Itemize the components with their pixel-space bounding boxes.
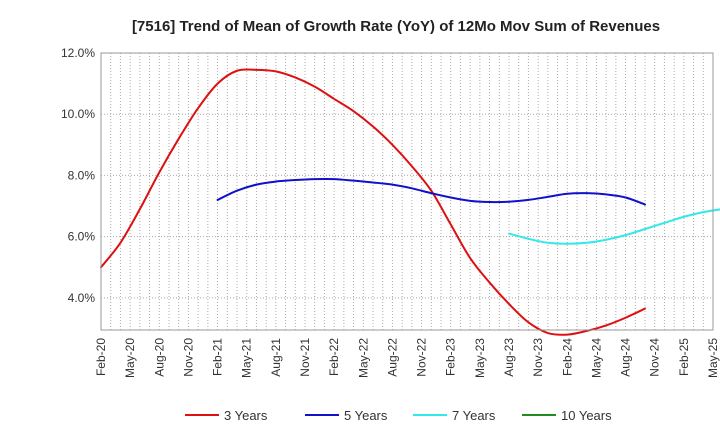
x-tick-label: Aug-23	[502, 338, 516, 377]
series-line-7-years	[508, 208, 720, 245]
x-tick-label: May-23	[473, 338, 487, 378]
x-tick-label: May-20	[123, 338, 137, 378]
x-tick-label: May-24	[589, 338, 603, 378]
y-tick-label: 10.0%	[61, 107, 95, 121]
x-tick-label: Nov-20	[181, 338, 195, 377]
legend-label: 3 Years	[224, 408, 268, 423]
x-tick-label: Feb-25	[677, 338, 691, 376]
grid	[100, 52, 714, 330]
legend-label: 7 Years	[452, 408, 496, 423]
x-axis: Feb-20 May-20 Aug-20 Nov-20 Feb-21 May-21 Aug-…	[94, 338, 720, 378]
legend: 3 Years 5 Years 7 Years 10 Years	[185, 408, 612, 423]
x-tick-label: Feb-20	[94, 338, 108, 376]
x-tick-label: Aug-20	[152, 338, 166, 377]
x-tick-label: Nov-23	[531, 338, 545, 377]
x-tick-label: Feb-23	[444, 338, 458, 376]
x-tick-label: May-25	[706, 338, 720, 378]
legend-label: 5 Years	[344, 408, 388, 423]
series-line-3-years	[100, 68, 646, 336]
y-tick-label: 8.0%	[68, 168, 96, 182]
x-tick-label: Feb-24	[560, 338, 574, 376]
x-tick-label: Nov-24	[648, 338, 662, 377]
x-tick-label: Nov-22	[415, 338, 429, 377]
chart-title: [7516] Trend of Mean of Growth Rate (YoY…	[132, 18, 660, 35]
x-tick-label: Aug-21	[269, 338, 283, 377]
y-axis: 4.0% 6.0% 8.0% 10.0% 12.0%	[61, 46, 95, 305]
x-tick-label: Aug-24	[619, 338, 633, 377]
series-line-5-years	[216, 177, 646, 206]
x-tick-label: Aug-22	[385, 338, 399, 377]
plot-area-frame	[100, 52, 714, 331]
x-tick-label: Nov-21	[298, 338, 312, 377]
y-tick-label: 12.0%	[61, 46, 95, 60]
x-tick-label: Feb-21	[211, 338, 225, 376]
x-tick-label: May-22	[356, 338, 370, 378]
x-tick-label: Feb-22	[327, 338, 341, 376]
legend-label: 10 Years	[561, 408, 612, 423]
x-tick-label: May-21	[240, 338, 254, 378]
series-lines	[100, 68, 720, 336]
y-tick-label: 6.0%	[68, 230, 96, 244]
y-tick-label: 4.0%	[68, 291, 96, 305]
